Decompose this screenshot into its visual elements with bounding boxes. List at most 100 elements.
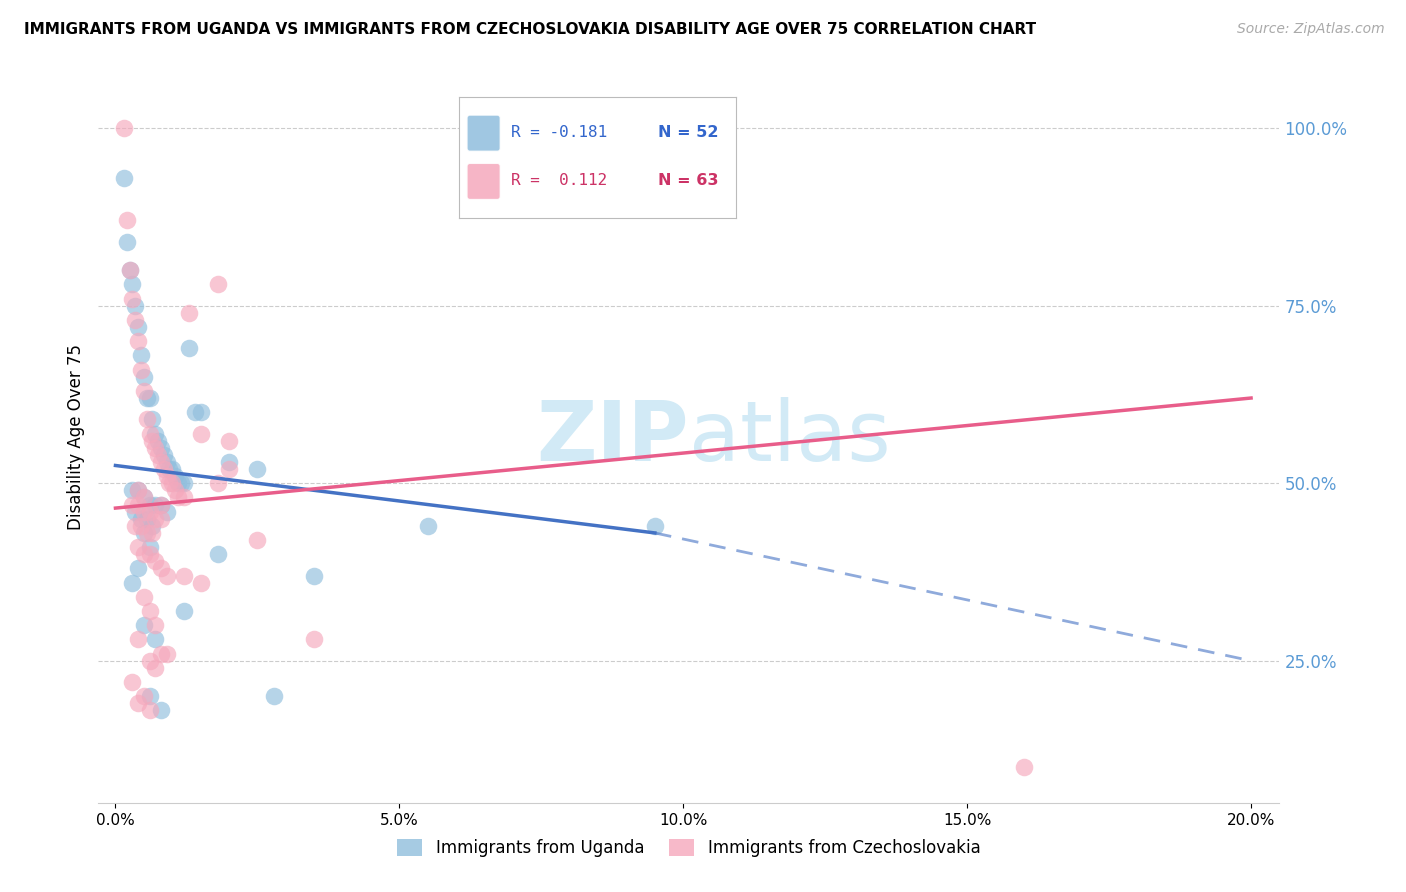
Legend: Immigrants from Uganda, Immigrants from Czechoslovakia: Immigrants from Uganda, Immigrants from … [391, 832, 987, 864]
Point [127, 483, 149, 498]
Point [127, 697, 149, 711]
Point [1012, 760, 1035, 774]
Point [124, 505, 146, 519]
Point [129, 519, 152, 533]
Point [135, 391, 157, 405]
Point [167, 491, 190, 505]
Point [138, 547, 160, 561]
Point [143, 618, 166, 632]
Point [138, 505, 160, 519]
Point [121, 277, 143, 292]
Point [141, 412, 163, 426]
Point [138, 426, 160, 441]
Point [124, 519, 146, 533]
Point [167, 476, 190, 491]
Point [149, 561, 172, 575]
Point [135, 512, 157, 526]
Point [155, 647, 177, 661]
Point [165, 483, 187, 498]
Point [162, 476, 183, 491]
Point [121, 575, 143, 590]
Point [129, 512, 152, 526]
Y-axis label: Disability Age Over 75: Disability Age Over 75 [66, 344, 84, 530]
Point [132, 618, 155, 632]
Point [173, 491, 195, 505]
Point [143, 441, 166, 455]
Point [302, 632, 325, 647]
Point [141, 525, 163, 540]
Point [218, 462, 240, 476]
Point [146, 448, 169, 462]
Point [138, 391, 160, 405]
Point [263, 690, 285, 704]
Point [127, 334, 149, 349]
Point [207, 476, 229, 491]
Point [173, 604, 195, 618]
Point [138, 604, 160, 618]
Point [138, 654, 160, 668]
Point [118, 263, 141, 277]
Point [143, 554, 166, 568]
Point [143, 512, 166, 526]
Point [173, 476, 195, 491]
Point [138, 704, 160, 718]
Point [135, 525, 157, 540]
Point [127, 632, 149, 647]
Point [155, 505, 177, 519]
Point [112, 121, 135, 136]
Point [644, 519, 666, 533]
Point [190, 426, 212, 441]
Point [132, 590, 155, 604]
Point [127, 483, 149, 498]
Point [302, 568, 325, 582]
Point [173, 568, 195, 582]
Point [127, 498, 149, 512]
Point [143, 661, 166, 675]
Point [138, 690, 160, 704]
Point [149, 704, 172, 718]
Point [149, 455, 172, 469]
Point [218, 455, 240, 469]
Point [132, 525, 155, 540]
Point [138, 540, 160, 554]
Point [246, 462, 269, 476]
Point [146, 434, 169, 448]
Point [127, 320, 149, 334]
Point [124, 313, 146, 327]
Point [115, 235, 138, 249]
Point [207, 547, 229, 561]
Point [218, 434, 240, 448]
Point [179, 341, 201, 355]
Point [124, 299, 146, 313]
Point [152, 462, 174, 476]
Point [143, 498, 166, 512]
Text: Source: ZipAtlas.com: Source: ZipAtlas.com [1237, 22, 1385, 37]
Point [132, 491, 155, 505]
Point [135, 412, 157, 426]
Point [132, 505, 155, 519]
Point [149, 498, 172, 512]
Point [138, 498, 160, 512]
Point [129, 348, 152, 362]
Point [118, 263, 141, 277]
Point [170, 476, 193, 491]
Point [143, 426, 166, 441]
Point [141, 519, 163, 533]
Point [149, 498, 172, 512]
Point [141, 434, 163, 448]
Point [143, 632, 166, 647]
Point [155, 568, 177, 582]
Point [165, 469, 187, 483]
Point [132, 491, 155, 505]
Point [190, 405, 212, 419]
Point [184, 405, 207, 419]
Text: atlas: atlas [689, 397, 890, 477]
Point [132, 690, 155, 704]
Point [155, 455, 177, 469]
Point [132, 384, 155, 398]
Point [112, 170, 135, 185]
Point [246, 533, 269, 547]
Text: IMMIGRANTS FROM UGANDA VS IMMIGRANTS FROM CZECHOSLOVAKIA DISABILITY AGE OVER 75 : IMMIGRANTS FROM UGANDA VS IMMIGRANTS FRO… [24, 22, 1036, 37]
Point [129, 362, 152, 376]
Point [149, 512, 172, 526]
